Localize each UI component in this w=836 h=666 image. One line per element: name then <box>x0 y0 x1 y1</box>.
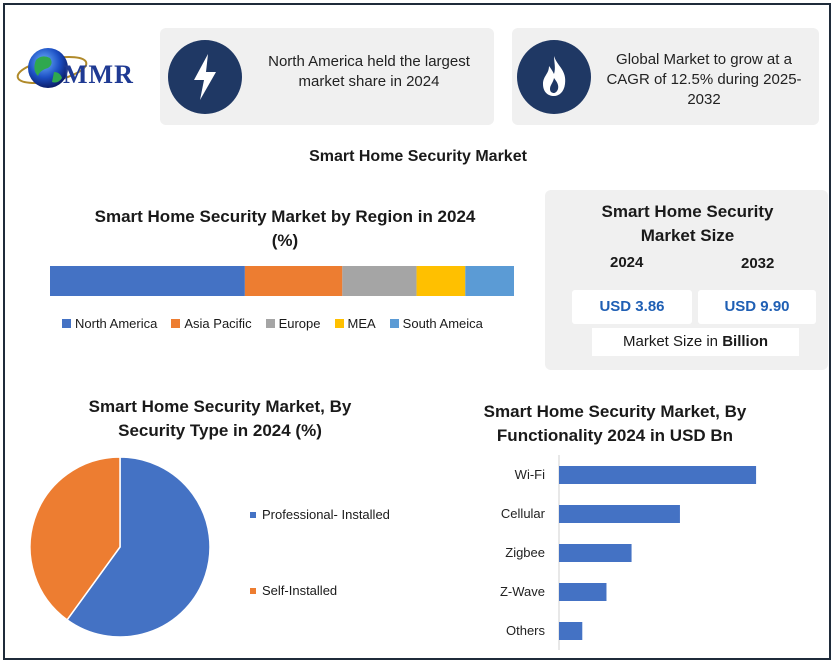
legend-item-south-ameica: South Ameica <box>389 316 483 331</box>
market-size-title: Smart Home Security Market Size <box>601 202 774 245</box>
callout-text: North America held the largest market sh… <box>268 53 470 90</box>
pie-slice-professional-installed <box>66 456 211 638</box>
region-segment-asia-pacific <box>244 266 343 296</box>
legend-swatch <box>250 511 256 518</box>
main-title: Smart Home Security Market <box>309 148 527 165</box>
functionality-title: Smart Home Security Market, By Functiona… <box>483 402 747 445</box>
legend-item-mea: MEA <box>334 316 376 331</box>
legend-label: South Ameica <box>402 316 483 331</box>
unit-prefix: Market Size in <box>622 333 723 350</box>
region-chart-title: Smart Home Security Market by Region in … <box>94 207 476 250</box>
legend-swatch <box>171 319 181 328</box>
mmr-globe-logo <box>16 48 88 88</box>
legend-swatch <box>389 319 399 328</box>
infographic-frame <box>3 3 831 660</box>
legend-label: MEA <box>347 316 376 331</box>
unit-bold: Billion <box>722 333 769 350</box>
bar-zigbee <box>559 544 632 562</box>
year-2032-label: 2032 <box>741 255 775 272</box>
callout-north-america: North America held the largest market sh… <box>160 28 494 125</box>
legend-item-europe: Europe <box>265 316 321 331</box>
legend-item-asia-pacific: Asia Pacific <box>171 316 252 331</box>
legend-swatch <box>62 319 71 328</box>
region-segment-europe <box>342 266 417 296</box>
legend-swatch <box>334 319 344 328</box>
value-2032: USD 9.90 <box>698 290 816 324</box>
year-2024-label: 2024 <box>610 254 644 271</box>
legend-swatch <box>265 319 275 328</box>
bar-cellular <box>559 505 680 523</box>
legend-label: Europe <box>278 316 321 331</box>
region-segment-mea <box>416 266 466 296</box>
functionality-bar-chart: Wi-Fi Cellular Zigbee Z-Wave Others <box>500 455 757 650</box>
legend-label: Asia Pacific <box>184 316 252 331</box>
callout-cagr: Global Market to grow at a CAGR of 12.5%… <box>512 28 819 125</box>
category-label-z-wave: Z-Wave <box>500 584 545 599</box>
legend-item-north-america: North America <box>62 316 157 331</box>
region-segment-south-ameica <box>465 266 514 296</box>
category-label-cellular: Cellular <box>501 506 546 521</box>
legend-swatch <box>250 587 256 594</box>
logo-text: MMR <box>63 60 134 89</box>
region-legend: North America Asia Pacific Europe MEA South … <box>62 316 483 331</box>
region-stacked-bar <box>50 266 514 296</box>
pie-legend-item-professional-installed: Professional- Installed <box>250 507 390 522</box>
category-label-zigbee: Zigbee <box>505 545 545 560</box>
bar-z-wave <box>559 583 607 601</box>
flame-icon <box>517 40 591 114</box>
unit-label: Market Size in Billion <box>592 328 799 356</box>
bar-wi-fi <box>559 466 757 484</box>
region-segment-north-america <box>50 266 245 296</box>
security-type-title: Smart Home Security Market, By Security … <box>88 397 352 440</box>
lightning-icon <box>168 40 242 114</box>
pie-legend-item-self-installed: Self-Installed <box>250 583 337 598</box>
pie-slice-self-installed <box>29 456 121 621</box>
legend-label: Professional- Installed <box>262 507 390 522</box>
category-label-wi-fi: Wi-Fi <box>515 467 545 482</box>
value-2024: USD 3.86 <box>572 290 692 324</box>
legend-label: Self-Installed <box>262 583 338 598</box>
callout-text: Global Market to grow at a CAGR of 12.5%… <box>606 51 802 108</box>
security-type-pie <box>29 456 211 638</box>
category-label-others: Others <box>506 623 546 638</box>
legend-label: North America <box>75 316 158 331</box>
bar-others <box>559 622 583 640</box>
